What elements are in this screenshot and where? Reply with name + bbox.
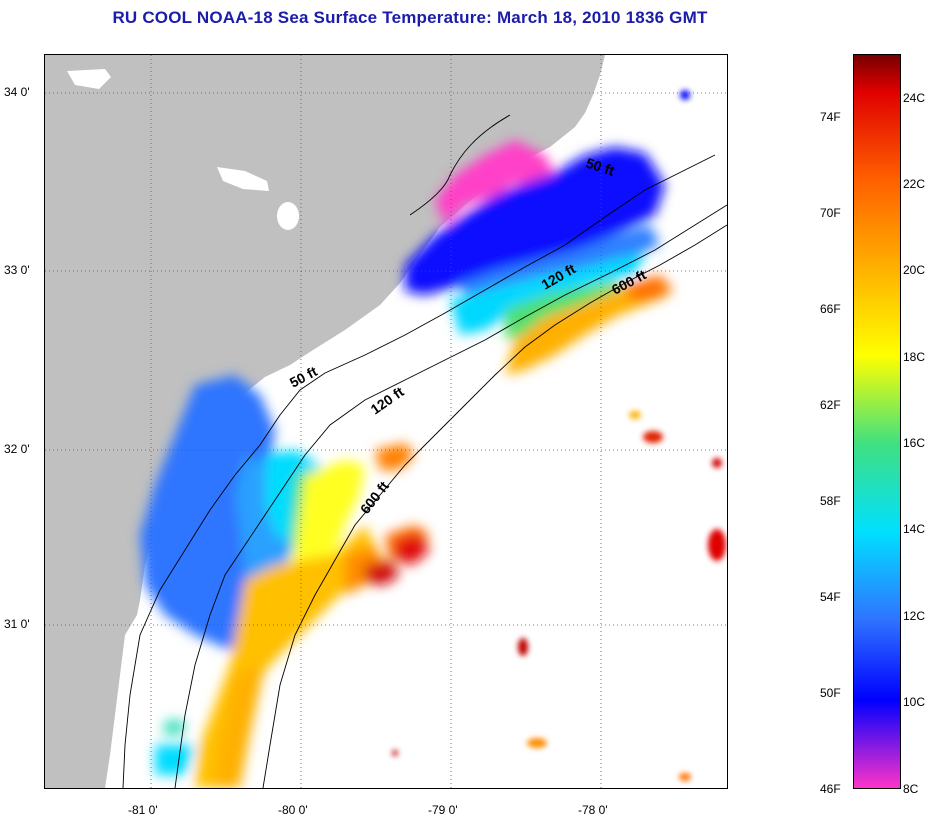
legend-label-c: 20C: [903, 263, 926, 277]
legend-label-c: 18C: [903, 350, 926, 364]
legend-label-f: 74F: [820, 110, 841, 124]
legend-label-c: 22C: [903, 177, 926, 191]
sst-data-field: [140, 140, 673, 788]
sst-map-canvas: 50 ft 120 ft 600 ft 50 ft 120 ft 600 ft: [45, 55, 727, 788]
legend-label-c: 16C: [903, 436, 926, 450]
legend-label-f: 70F: [820, 206, 841, 220]
contour-label-50ft-south: 50 ft: [287, 363, 320, 391]
cloud-patch: [277, 202, 299, 230]
legend-label-f: 62F: [820, 398, 841, 412]
longitude-label: -79 0': [428, 803, 458, 817]
latitude-label: 31 0': [4, 617, 30, 631]
legend-label-c: 8C: [903, 782, 919, 796]
cloud-patch: [67, 69, 111, 89]
legend-label-c: 10C: [903, 695, 926, 709]
legend-label-f: 54F: [820, 590, 841, 604]
map-title: RU COOL NOAA-18 Sea Surface Temperature:…: [112, 8, 708, 27]
latitude-label: 33 0': [4, 263, 30, 277]
temperature-color-scale: [853, 54, 901, 789]
cloud-patch: [217, 167, 269, 191]
contour-label-600ft-south: 600 ft: [357, 478, 392, 517]
graticule: [45, 55, 727, 788]
legend-label-f: 50F: [820, 686, 841, 700]
longitude-label: -78 0': [578, 803, 608, 817]
legend-label-c: 14C: [903, 522, 926, 536]
sst-specks: [392, 90, 726, 781]
latitude-label: 34 0': [4, 85, 30, 99]
contour-label-120ft-south: 120 ft: [368, 383, 407, 417]
land-mass: [45, 55, 605, 788]
legend-label-f: 58F: [820, 494, 841, 508]
sst-map[interactable]: 50 ft 120 ft 600 ft 50 ft 120 ft 600 ft: [44, 54, 728, 789]
latitude-label: 32 0': [4, 442, 30, 456]
longitude-label: -80 0': [278, 803, 308, 817]
legend-label-f: 46F: [820, 782, 841, 796]
legend-label-f: 66F: [820, 302, 841, 316]
legend-label-c: 12C: [903, 609, 926, 623]
bathymetry-contours: [122, 114, 727, 788]
longitude-label: -81 0': [128, 803, 158, 817]
legend-label-c: 24C: [903, 91, 926, 105]
